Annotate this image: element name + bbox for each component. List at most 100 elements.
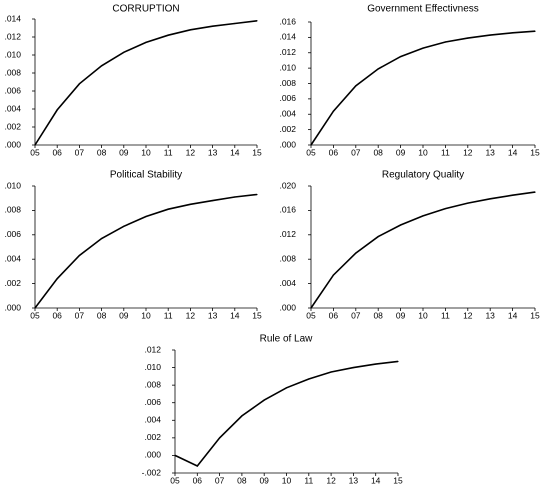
series-line: [34, 20, 258, 146]
data-point: [189, 203, 191, 205]
y-tick-label: .000: [4, 139, 21, 149]
data-point: [123, 225, 125, 227]
data-point: [467, 37, 469, 39]
data-point: [234, 22, 236, 25]
regulatory-quality-chart: Regulatory Quality .000 .004 .008 .012 .016 .0…: [279, 170, 540, 321]
x-tick-label: 14: [508, 147, 518, 157]
data-point: [400, 55, 402, 58]
y-tick-label: .008: [144, 379, 161, 389]
chart-title: Government Effectivness: [367, 4, 479, 15]
x-tick-label: 08: [237, 475, 247, 485]
x-tick-label: 14: [371, 475, 381, 485]
y-tick-label: .000: [279, 302, 296, 312]
x-tick-label: 14: [508, 310, 518, 320]
y-tick-label: .014: [279, 32, 296, 42]
series-line: [34, 193, 258, 309]
x-tick-label: 05: [30, 147, 40, 157]
data-point: [78, 254, 80, 257]
x-tick-label: 13: [208, 147, 218, 157]
x-tick-label: 10: [418, 310, 428, 320]
data-point: [310, 144, 312, 146]
government-effectiveness-chart: Government Effectivness .000 .002 .004 .006.…: [279, 4, 540, 158]
y-tick-label: .014: [4, 13, 21, 23]
data-point: [145, 41, 147, 44]
x-tick-label: 08: [373, 310, 383, 320]
y-tick-label: .000: [144, 450, 161, 460]
x-tick-label: 09: [119, 310, 129, 320]
data-point: [489, 198, 491, 200]
data-point: [355, 85, 357, 87]
data-point: [189, 29, 191, 31]
x-tick-label: 13: [349, 475, 359, 485]
rule-of-law-chart: Rule of Law -.002 .000 .002 .004 .006 .008 .010…: [142, 334, 403, 486]
y-tick-label: .012: [279, 47, 296, 57]
data-point: [234, 196, 236, 198]
x-tick-label: 09: [119, 147, 129, 157]
x-tick-label: 12: [186, 310, 196, 320]
data-point: [511, 32, 514, 34]
data-point: [256, 193, 258, 196]
x-tick-label: 15: [252, 147, 262, 157]
data-point: [78, 83, 80, 85]
data-point: [400, 224, 402, 226]
data-point: [467, 202, 469, 204]
chart-title: CORRUPTION: [112, 4, 179, 15]
x-tick-label: 15: [393, 475, 403, 485]
data-point: [511, 194, 514, 196]
x-tick-label: 06: [193, 475, 203, 485]
chart-title: Political Stability: [110, 170, 182, 181]
data-point: [444, 207, 446, 210]
y-tick-label: .008: [4, 205, 21, 215]
x-tick-label: 09: [259, 475, 269, 485]
x-tick-label: 10: [282, 475, 292, 485]
x-tick-label: 11: [441, 310, 450, 320]
data-point: [332, 110, 334, 112]
data-point: [352, 366, 354, 369]
chart-title: Regulatory Quality: [382, 170, 464, 181]
x-tick-label: 08: [97, 147, 107, 157]
y-tick-label: .012: [144, 344, 161, 354]
y-tick-label: .002: [4, 278, 21, 288]
x-tick-label: 06: [52, 147, 62, 157]
y-tick-label: .012: [279, 229, 296, 239]
data-point: [355, 252, 357, 254]
data-point: [219, 437, 221, 439]
y-tick-label: .008: [4, 67, 21, 77]
data-point: [167, 208, 169, 210]
x-tick-label: 10: [418, 147, 428, 157]
x-tick-label: 07: [215, 475, 225, 485]
x-tick-label: 13: [485, 147, 495, 157]
data-point: [444, 41, 446, 43]
data-point: [167, 34, 169, 36]
x-tick-label: 10: [141, 147, 151, 157]
x-tick-label: 06: [329, 147, 339, 157]
series-line: [174, 360, 399, 467]
x-tick-label: 13: [485, 310, 495, 320]
data-point: [377, 236, 379, 238]
data-point: [534, 30, 536, 32]
data-point: [241, 415, 243, 417]
data-point: [34, 144, 36, 146]
x-tick-label: 15: [252, 310, 262, 320]
data-point: [489, 34, 491, 36]
y-tick-label: .002: [279, 124, 296, 134]
y-tick-label: .008: [279, 78, 296, 88]
x-tick-label: 12: [326, 475, 336, 485]
data-point: [101, 65, 103, 67]
x-tick-label: 11: [164, 310, 173, 320]
y-tick-label: .012: [4, 31, 21, 41]
x-tick-label: 07: [351, 147, 361, 157]
y-tick-label: .000: [279, 139, 296, 149]
x-tick-label: 14: [230, 147, 240, 157]
chart-title: Rule of Law: [260, 334, 314, 345]
y-tick-label: .010: [4, 49, 21, 59]
y-tick-label: .004: [279, 109, 296, 119]
data-point: [422, 47, 424, 49]
data-point: [375, 363, 377, 365]
data-point: [56, 109, 58, 111]
x-tick-label: 07: [75, 147, 85, 157]
data-point: [34, 307, 36, 309]
data-point: [101, 237, 103, 240]
x-tick-label: 05: [30, 310, 40, 320]
